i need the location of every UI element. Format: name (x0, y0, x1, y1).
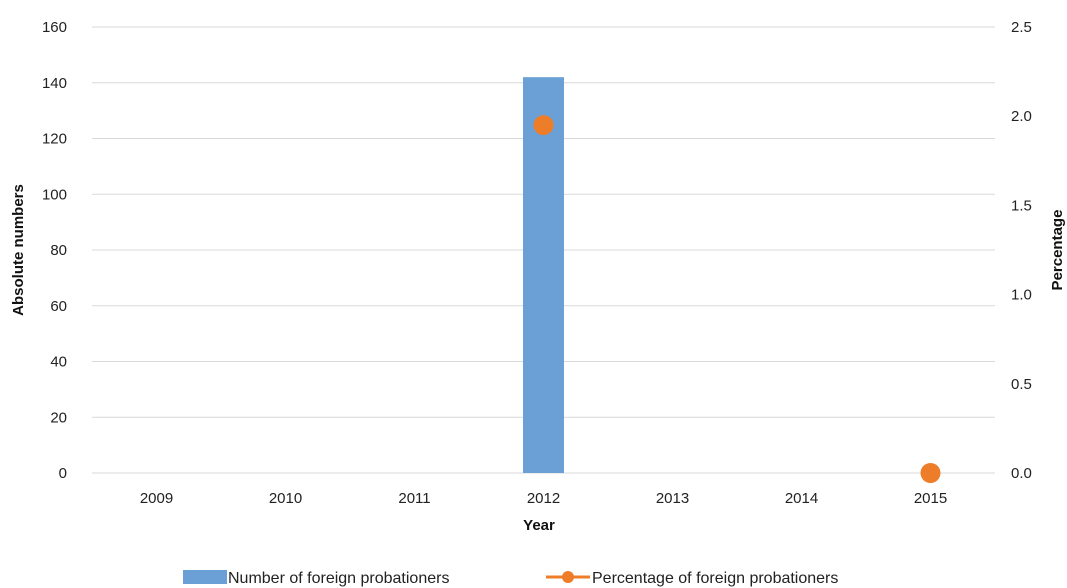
legend-label-percentage: Percentage of foreign probationers (592, 570, 838, 587)
y-tick-label: 80 (50, 242, 67, 259)
y-tick-label: 140 (42, 75, 67, 92)
y2-tick-label: 1.5 (1011, 197, 1032, 214)
x-axis-ticks: 2009 2010 2011 2012 2013 2014 2015 (140, 490, 947, 507)
x-tick-label: 2009 (140, 490, 173, 507)
y-axis-title: Absolute numbers (10, 184, 27, 316)
x-tick-label: 2012 (527, 490, 560, 507)
percentage-series (533, 115, 941, 483)
legend-marker-percentage (562, 571, 574, 583)
bar (523, 77, 564, 474)
y-tick-label: 160 (42, 19, 67, 36)
x-axis-title: Year (523, 517, 555, 534)
legend-label-bars: Number of foreign probationers (228, 570, 449, 587)
bar-series (523, 77, 564, 474)
y-tick-label: 40 (50, 354, 67, 371)
legend: Number of foreign probationers Percentag… (183, 570, 838, 587)
legend-item-percentage: Percentage of foreign probationers (546, 570, 838, 587)
x-tick-label: 2014 (785, 490, 818, 507)
right-axis-ticks: 0.0 0.5 1.0 1.5 2.0 2.5 (1011, 19, 1032, 482)
y2-tick-label: 0.5 (1011, 376, 1032, 393)
legend-item-bars: Number of foreign probationers (183, 570, 449, 587)
y2-tick-label: 2.5 (1011, 19, 1032, 36)
y-tick-label: 0 (59, 465, 67, 482)
y2-tick-label: 1.0 (1011, 287, 1032, 304)
x-tick-label: 2013 (656, 490, 689, 507)
y2-tick-label: 2.0 (1011, 108, 1032, 125)
y-tick-label: 20 (50, 409, 67, 426)
y-tick-label: 120 (42, 131, 67, 148)
percentage-point (920, 463, 941, 483)
y-tick-label: 100 (42, 186, 67, 203)
x-tick-label: 2011 (398, 490, 430, 507)
y2-tick-label: 0.0 (1011, 465, 1032, 482)
y-tick-label: 60 (50, 298, 67, 315)
percentage-point (533, 115, 554, 136)
left-axis-ticks: 0 20 40 60 80 100 120 140 160 (42, 19, 67, 482)
x-tick-label: 2015 (914, 490, 947, 507)
x-tick-label: 2010 (269, 490, 302, 507)
legend-swatch-bars (183, 570, 227, 584)
y2-axis-title: Percentage (1049, 210, 1066, 291)
